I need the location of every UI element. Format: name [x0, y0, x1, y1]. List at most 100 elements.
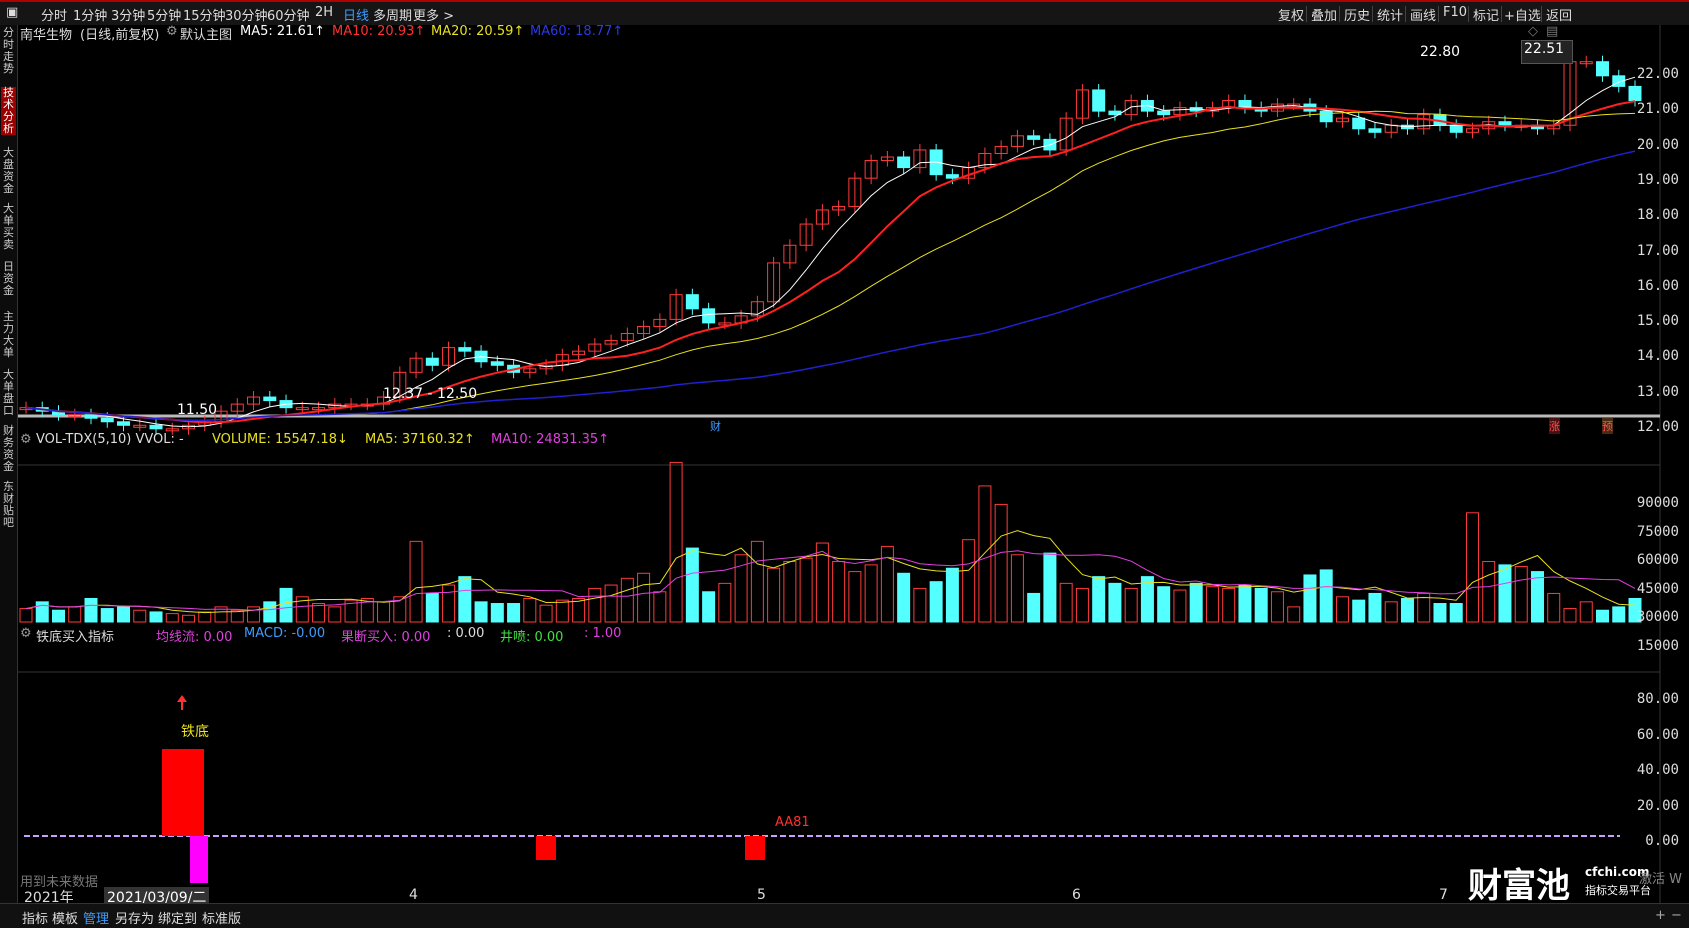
- volume-bar: [832, 561, 846, 623]
- sidebar-item-finance[interactable]: 财务资金: [3, 424, 14, 473]
- settings-icon[interactable]: ▤: [1546, 24, 1559, 39]
- ind-gear-icon[interactable]: ⚙: [20, 626, 32, 641]
- diamond-icon[interactable]: ◇: [1528, 24, 1538, 39]
- template-label[interactable]: 默认主图: [180, 28, 233, 43]
- sidebar-item-forum[interactable]: 东财贴吧: [3, 480, 14, 529]
- indicator-title[interactable]: 铁底买入指标: [36, 630, 115, 645]
- candle-body: [880, 156, 894, 162]
- add-watchlist-button[interactable]: +自选: [1504, 9, 1541, 24]
- zoom-in-icon[interactable]: +: [1655, 908, 1666, 923]
- corner-text: 激活 W: [1639, 872, 1682, 887]
- volume-bar: [247, 606, 261, 623]
- volume-bar: [962, 539, 976, 623]
- volume-bar: [1254, 587, 1268, 623]
- sidebar-item-technical[interactable]: 技术分析: [1, 86, 16, 135]
- zoom-out-icon[interactable]: −: [1671, 908, 1682, 923]
- candle-body: [393, 371, 407, 398]
- back-button[interactable]: 返回: [1546, 9, 1573, 24]
- period-tab-30min[interactable]: 30分钟: [225, 9, 268, 24]
- sidebar-item-daily-fund[interactable]: 日资金: [3, 260, 14, 297]
- candle-body: [409, 357, 423, 373]
- draw-line-button[interactable]: 画线: [1410, 9, 1437, 24]
- candle-body: [458, 347, 472, 352]
- candle-body: [1417, 114, 1431, 130]
- finance-marker[interactable]: 财: [710, 420, 721, 433]
- price-axis-tick: 12.00: [1636, 419, 1679, 435]
- volume-bar: [344, 599, 358, 623]
- volume-bar: [393, 596, 407, 623]
- volume-bar: [1449, 603, 1463, 623]
- period-tab-15min[interactable]: 15分钟: [183, 9, 226, 24]
- rise-marker[interactable]: 涨: [1549, 418, 1560, 434]
- sidebar-item-market-fund[interactable]: 大盘资金: [3, 146, 14, 195]
- volume-bar: [1595, 609, 1609, 623]
- volume-bar: [1287, 606, 1301, 623]
- status-bind-to[interactable]: 绑定到: [158, 912, 198, 927]
- volume-bar: [1140, 576, 1154, 623]
- period-mode-label[interactable]: (日线,前复权): [80, 28, 160, 43]
- volume-bar: [1335, 596, 1349, 623]
- volume-value: VOLUME: 15547.18↓: [212, 432, 348, 447]
- indicator-jp: 井喷: 0.00: [500, 630, 564, 645]
- indicator-gd: 果断买入: 0.00: [341, 630, 431, 645]
- history-button[interactable]: 历史: [1344, 9, 1371, 24]
- candle-body: [425, 357, 439, 366]
- future-data-note: 用到未来数据: [20, 875, 99, 890]
- volume-bar: [669, 461, 683, 623]
- period-tab-3min[interactable]: 3分钟: [111, 9, 146, 24]
- ma60-line: [25, 150, 1636, 422]
- period-tab-5min[interactable]: 5分钟: [147, 9, 182, 24]
- candle-body: [1319, 110, 1333, 123]
- f10-button[interactable]: F10: [1443, 5, 1468, 20]
- sidebar-item-main-big[interactable]: 主力大单: [3, 310, 14, 359]
- candle-body: [832, 205, 846, 211]
- volume-bar: [620, 577, 634, 623]
- period-tab-60min[interactable]: 60分钟: [267, 9, 310, 24]
- period-tab-2h[interactable]: 2H: [315, 5, 334, 20]
- gear-icon[interactable]: ⚙: [166, 24, 178, 39]
- period-tab-daily[interactable]: 日线: [343, 9, 370, 24]
- left-sidebar: 分时走势 技术分析 大盘资金 大单买卖 日资金 主力大单 大单盘口 财务资金 东…: [0, 25, 18, 905]
- fuquan-button[interactable]: 复权: [1278, 9, 1305, 24]
- candle-body: [978, 152, 992, 169]
- statistics-button[interactable]: 统计: [1377, 9, 1404, 24]
- volume-bar: [263, 601, 277, 623]
- mark-button[interactable]: 标记: [1473, 9, 1500, 24]
- brand-site: cfchi.com: [1585, 865, 1650, 879]
- candle-body: [1595, 61, 1609, 77]
- volume-bar: [1319, 569, 1333, 623]
- candle-body: [100, 417, 114, 423]
- status-standard[interactable]: 标准版: [202, 912, 242, 927]
- status-indicator[interactable]: 指标: [22, 912, 49, 927]
- candle-body: [994, 145, 1008, 154]
- status-manage[interactable]: 管理: [83, 912, 110, 927]
- status-template[interactable]: 模板: [52, 912, 79, 927]
- status-save-as[interactable]: 另存为: [115, 912, 155, 927]
- volume-indicator-title[interactable]: VOL-TDX(5,10) VVOL: -: [36, 432, 184, 447]
- vol-gear-icon[interactable]: ⚙: [20, 432, 32, 447]
- price-axis-tick: 18.00: [1636, 207, 1679, 224]
- menu-icon[interactable]: ▣: [6, 5, 19, 20]
- more-periods-button[interactable]: 更多 >: [413, 9, 455, 24]
- candle-body: [620, 333, 634, 342]
- period-tab-1min[interactable]: 1分钟: [73, 9, 108, 24]
- volume-bar: [1222, 587, 1236, 623]
- sidebar-item-intraday[interactable]: 分时走势: [3, 26, 14, 75]
- volume-bar: [409, 540, 423, 623]
- sidebar-item-big-orders[interactable]: 大单买卖: [3, 202, 14, 251]
- volume-bar: [1352, 599, 1366, 623]
- overlay-button[interactable]: 叠加: [1311, 9, 1338, 24]
- volume-bar: [1092, 576, 1106, 623]
- volume-bar: [523, 597, 537, 623]
- volume-bar: [1612, 606, 1626, 623]
- volume-bar: [442, 584, 456, 623]
- candle-body: [604, 340, 618, 345]
- volume-bar: [425, 592, 439, 623]
- price-axis-tick: 21.00: [1636, 101, 1679, 118]
- sidebar-item-order-book[interactable]: 大单盘口: [3, 368, 14, 417]
- candle-body: [848, 177, 862, 207]
- forecast-marker[interactable]: 预: [1602, 418, 1613, 434]
- period-tab-multi[interactable]: 多周期: [373, 9, 413, 24]
- period-tab-fenshi[interactable]: 分时: [41, 9, 68, 24]
